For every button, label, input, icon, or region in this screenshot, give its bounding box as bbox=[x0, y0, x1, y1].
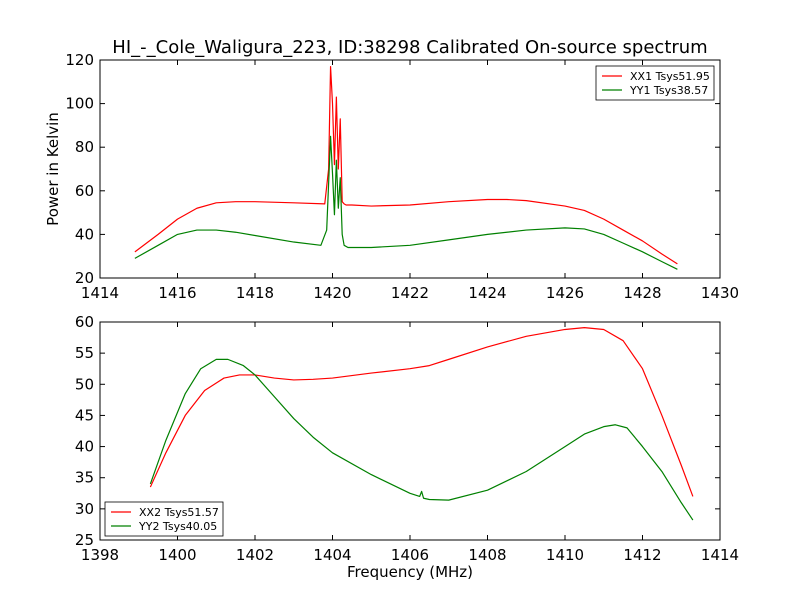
y-tick-label: 40 bbox=[75, 438, 94, 456]
bottom-panel: 1398 1400 1402 1404 1406 1408 1410 1412 1414 25 30… bbox=[75, 313, 739, 581]
legend-label: YY1 Tsys38.57 bbox=[629, 84, 708, 97]
x-tick-label: 1422 bbox=[391, 284, 429, 302]
y-tick-label: 80 bbox=[75, 138, 94, 156]
x-tick-label: 1404 bbox=[313, 546, 351, 564]
y-tick-label: 100 bbox=[65, 95, 94, 113]
y-tick-label: 30 bbox=[75, 500, 94, 518]
y-tick-label: 50 bbox=[75, 375, 94, 393]
x-tick-label: 1400 bbox=[158, 546, 196, 564]
top-panel: 1414 1416 1418 1420 1422 1424 1426 1428 1430 20 40… bbox=[44, 51, 739, 302]
x-tick-label: 1416 bbox=[158, 284, 196, 302]
legend-box bbox=[595, 65, 715, 101]
x-tick-label: 1424 bbox=[468, 284, 506, 302]
x-tick-label: 1430 bbox=[701, 284, 739, 302]
legend-label: XX2 Tsys51.57 bbox=[139, 506, 219, 519]
x-tick-label: 1414 bbox=[81, 284, 119, 302]
y-tick-label: 60 bbox=[75, 313, 94, 331]
y-tick-label: 120 bbox=[65, 51, 94, 69]
x-tick-label: 1418 bbox=[236, 284, 274, 302]
x-tick-label: 1420 bbox=[313, 284, 351, 302]
x-axis-label: Frequency (MHz) bbox=[347, 563, 473, 581]
x-tick-label: 1428 bbox=[623, 284, 661, 302]
y-tick-label: 20 bbox=[75, 269, 94, 287]
y-tick-label: 55 bbox=[75, 344, 94, 362]
legend-label: XX1 Tsys51.95 bbox=[630, 70, 710, 83]
series-line-1 bbox=[134, 65, 678, 265]
legend-box bbox=[104, 501, 224, 537]
y-tick-label: 25 bbox=[75, 531, 94, 549]
y-tick-label: 40 bbox=[75, 225, 94, 243]
y-axis-label: Power in Kelvin bbox=[44, 112, 62, 226]
x-tick-label: 1414 bbox=[701, 546, 739, 564]
y-tick-label: 45 bbox=[75, 406, 94, 424]
y-tick-label: 60 bbox=[75, 182, 94, 200]
x-tick-label: 1410 bbox=[546, 546, 584, 564]
x-tick-label: 1402 bbox=[236, 546, 274, 564]
series-line-2 bbox=[134, 135, 678, 270]
legend-label: YY2 Tsys40.05 bbox=[138, 520, 217, 533]
chart-title: HI_-_Cole_Waligura_223, ID:38298 Calibra… bbox=[112, 37, 707, 58]
x-tick-label: 1408 bbox=[468, 546, 506, 564]
y-tick-label: 35 bbox=[75, 469, 94, 487]
x-tick-label: 1398 bbox=[81, 546, 119, 564]
series-line-1 bbox=[149, 327, 694, 497]
x-tick-label: 1426 bbox=[546, 284, 584, 302]
x-tick-label: 1406 bbox=[391, 546, 429, 564]
x-tick-label: 1412 bbox=[623, 546, 661, 564]
series-line-2 bbox=[149, 358, 694, 521]
